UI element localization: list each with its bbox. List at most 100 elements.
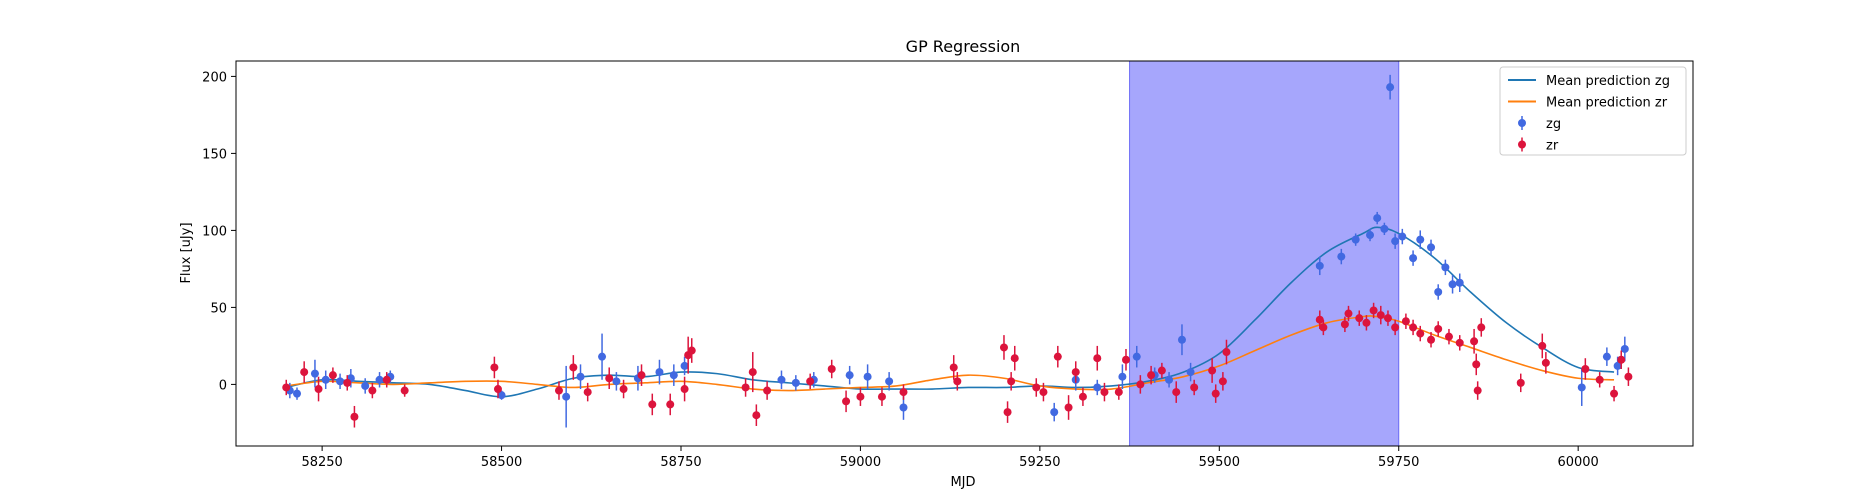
data-point-zr <box>1617 350 1626 369</box>
point-marker <box>314 385 323 394</box>
point-marker <box>1071 368 1080 377</box>
data-point-zg <box>1093 379 1102 396</box>
legend: Mean prediction zg Mean prediction zr zg zr <box>1499 66 1687 156</box>
point-marker <box>1132 352 1141 361</box>
x-tick-label: 58500 <box>481 455 522 470</box>
data-point-zg <box>1315 256 1324 276</box>
data-point-zr <box>1472 353 1481 376</box>
data-point-zg <box>1448 275 1457 294</box>
point-marker <box>687 346 696 355</box>
x-tick-label: 58250 <box>301 455 342 470</box>
data-point-zr <box>1340 316 1349 333</box>
data-point-zr <box>328 367 337 383</box>
legend-label: Mean prediction zr <box>1546 96 1668 111</box>
data-point-zr <box>1010 345 1019 371</box>
point-marker <box>1157 366 1166 375</box>
point-marker <box>1376 311 1385 320</box>
data-point-zg <box>863 364 872 390</box>
data-point-zg <box>1050 402 1059 422</box>
legend-box <box>1499 66 1687 156</box>
data-point-zr <box>1211 384 1220 403</box>
point-marker <box>490 363 499 372</box>
point-marker <box>1416 329 1425 338</box>
y-tick-label: 150 <box>202 147 227 162</box>
point-marker <box>806 377 815 386</box>
legend-item-2: zg <box>1518 116 1561 132</box>
data-point-zg <box>1118 364 1127 390</box>
data-point-zg <box>885 372 894 391</box>
data-point-zr <box>382 372 391 388</box>
point-marker <box>637 371 646 380</box>
data-point-zr <box>1369 302 1378 319</box>
data-point-zg <box>321 370 330 390</box>
data-point-zr <box>1401 313 1410 329</box>
point-marker <box>1391 323 1400 332</box>
data-point-zr <box>368 382 377 399</box>
data-point-zr <box>763 381 772 400</box>
data-point-zr <box>1470 328 1479 354</box>
x-tick-label: 59250 <box>1019 455 1060 470</box>
point-marker <box>1100 388 1109 397</box>
data-point-zr <box>949 355 958 380</box>
point-marker <box>1315 261 1324 270</box>
point-marker <box>827 365 836 373</box>
point-marker <box>1577 383 1586 392</box>
point-marker <box>619 385 628 394</box>
point-marker <box>1366 231 1375 240</box>
legend-marker-swatch <box>1518 140 1526 149</box>
data-point-zr <box>1610 385 1619 402</box>
data-point-zr <box>953 372 962 391</box>
point-marker <box>612 377 621 386</box>
data-point-zr <box>1190 379 1199 396</box>
data-point-zr <box>314 376 323 402</box>
data-point-zg <box>562 365 571 428</box>
data-point-zr <box>806 373 815 390</box>
x-axis: 58250 58500 58750 59000 59250 59500 59750 60000 <box>301 446 1599 470</box>
data-point-zg <box>293 387 302 400</box>
point-marker <box>999 343 1008 352</box>
data-point-zr <box>400 384 409 397</box>
data-point-zr <box>680 376 689 402</box>
data-point-zr <box>1053 345 1062 368</box>
data-point-zr <box>1114 384 1123 400</box>
data-point-zr <box>1376 305 1385 325</box>
data-point-zg <box>336 373 345 390</box>
data-point-zr <box>1208 358 1217 383</box>
point-marker <box>763 386 772 395</box>
point-marker <box>1172 388 1181 397</box>
point-marker <box>655 368 664 377</box>
data-point-zg <box>1455 273 1464 292</box>
data-point-zr <box>1516 373 1525 393</box>
data-point-zr <box>1362 315 1371 331</box>
data-point-zr <box>1383 310 1392 326</box>
point-marker <box>877 392 886 401</box>
point-marker <box>1003 408 1012 417</box>
point-marker <box>400 386 409 395</box>
legend-marker-swatch <box>1518 119 1526 127</box>
point-marker <box>1610 389 1619 398</box>
point-marker <box>1369 306 1378 315</box>
data-point-zg <box>375 372 384 388</box>
point-marker <box>1455 278 1464 287</box>
data-point-zr <box>1121 348 1130 371</box>
plot-area <box>282 60 1633 447</box>
data-point-zr <box>350 405 359 428</box>
point-marker <box>680 361 689 370</box>
data-point-zr <box>1409 319 1418 336</box>
point-marker <box>680 385 689 394</box>
data-point-zr <box>648 393 657 416</box>
data-point-zr <box>1218 372 1227 391</box>
point-marker <box>1222 348 1231 357</box>
point-marker <box>1455 338 1464 347</box>
point-marker <box>1602 352 1611 361</box>
point-marker <box>1190 383 1199 392</box>
data-point-zg <box>1366 228 1375 242</box>
plot-frame <box>235 60 1694 447</box>
point-marker <box>598 352 607 361</box>
data-point-zg <box>1386 74 1395 100</box>
point-marker <box>562 392 571 401</box>
x-tick-label: 59750 <box>1378 455 1419 470</box>
point-marker <box>361 381 370 390</box>
data-point-zr <box>1007 372 1016 391</box>
data-point-zr <box>666 393 675 416</box>
